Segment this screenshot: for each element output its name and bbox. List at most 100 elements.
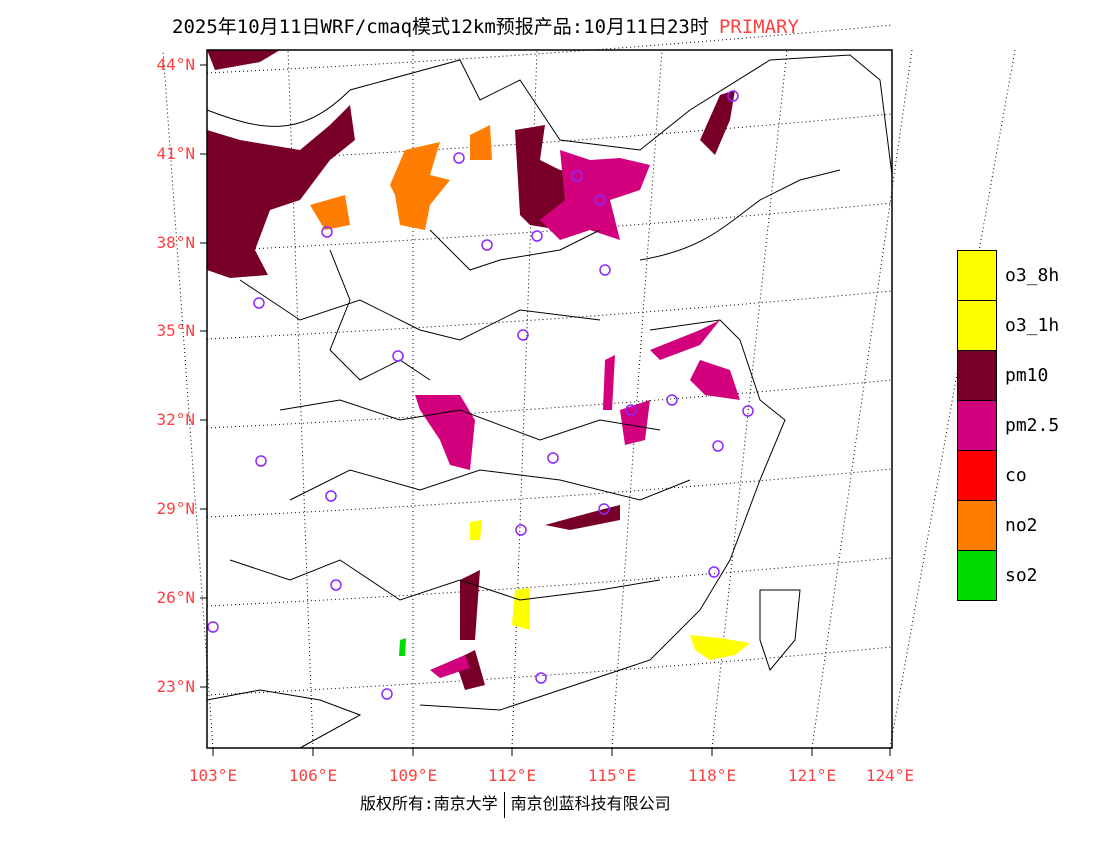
lon-label: 103°E [188,766,238,785]
lon-label: 118°E [687,766,737,785]
no2-area-ningxia [310,195,350,230]
station-marker [517,329,529,341]
pm2.5-area-beijing [540,150,650,240]
legend-swatch [957,350,997,400]
legend: o3_8h o3_1h pm10 pm2.5 co no2 so2 [957,250,1059,601]
meridian-line [511,49,538,749]
copyright-footer: 版权所有:南京大学 南京创蓝科技有限公司 [360,790,671,818]
title-mode: PRIMARY [718,16,799,38]
pm2.5-area-jiangsu [650,320,740,400]
axis-ticks [200,64,891,756]
station-marker [547,452,559,464]
meridian-line [162,49,214,749]
station-marker [598,503,610,515]
title-text: 2025年10月11日WRF/cmaq模式12km预报产品:10月11日23时 [172,16,709,38]
meridian-line [611,49,663,749]
legend-swatch [957,500,997,550]
station-marker [742,405,754,417]
lon-label: 106°E [288,766,338,785]
o3-area-taiwan-strait [690,635,750,660]
station-marker [255,455,267,467]
legend-item-no2: no2 [957,500,1059,550]
lat-label: 38°N [156,233,195,252]
no2-area-inner-mongolia [390,142,450,230]
lat-label: 32°N [156,410,195,429]
station-marker [253,297,265,309]
station-marker [381,688,393,700]
parallel-line [206,290,893,340]
station-marker [594,194,606,206]
parallel-line [206,468,893,518]
station-marker [727,90,739,102]
pm10-area-guangxi [455,570,485,690]
divider [503,791,505,818]
lat-label: 23°N [156,677,195,696]
parallel-line [206,646,893,696]
legend-swatch [957,250,997,300]
parallel-line [206,24,893,74]
legend-label: o3_1h [1005,314,1060,336]
station-marker [453,152,465,164]
lat-label: 44°N [156,55,195,74]
lon-label: 121°E [787,766,837,785]
station-marker [481,239,493,251]
pm10-area-jiangxi [545,505,620,530]
lat-label: 35°N [156,321,195,340]
lat-label: 29°N [156,499,195,518]
pm10-area-north [207,50,280,70]
lon-label: 115°E [587,766,637,785]
station-marker [330,579,342,591]
legend-swatch [957,400,997,450]
pm10-area-liaoning [700,90,735,155]
meridian-line [287,49,314,749]
copyright-owner: 版权所有:南京大学 [360,794,498,813]
lon-label: 109°E [388,766,438,785]
lat-label: 26°N [156,588,195,607]
station-marker [531,230,543,242]
station-marker [599,264,611,276]
pm10-area-northwest [207,105,355,278]
map-title: 2025年10月11日WRF/cmaq模式12km预报产品:10月11日23时 P… [172,12,799,39]
station-marker [515,524,527,536]
parallel-line [206,379,893,429]
lon-label: 124°E [865,766,915,785]
station-marker [392,350,404,362]
legend-item-pm10: pm10 [957,350,1059,400]
parallel-line [206,557,893,607]
station-markers [207,90,754,700]
legend-label: o3_8h [1005,264,1060,286]
boundaries [206,54,893,749]
station-marker [625,404,637,416]
legend-label: so2 [1005,564,1038,586]
station-marker [535,672,547,684]
station-marker [666,394,678,406]
legend-swatch [957,300,997,350]
station-marker [571,170,583,182]
legend-label: pm2.5 [1005,414,1060,436]
legend-item-o3_8h: o3_8h [957,250,1059,300]
pollution-areas [207,50,750,690]
pm2.5-area-hubei [415,395,475,470]
legend-swatch [957,549,997,601]
legend-label: no2 [1005,514,1038,536]
copyright-company: 南京创蓝科技有限公司 [510,794,671,813]
map-frame [206,49,893,749]
station-marker [207,621,219,633]
lat-label: 41°N [156,144,195,163]
pm2.5-area-anhui [603,355,650,445]
legend-item-o3_1h: o3_1h [957,300,1059,350]
station-marker [321,226,333,238]
no2-area-hohhot [470,125,492,160]
legend-item-co: co [957,450,1059,500]
so2-area-guangxi [399,638,406,656]
o3-area-hunan [470,520,530,630]
station-marker [712,440,724,452]
meridian-line [811,49,913,749]
graticule [162,24,1016,749]
legend-label: pm10 [1005,364,1049,386]
legend-label: co [1005,464,1027,486]
legend-item-pm2.5: pm2.5 [957,400,1059,450]
lon-label: 112°E [487,766,537,785]
station-marker [325,490,337,502]
